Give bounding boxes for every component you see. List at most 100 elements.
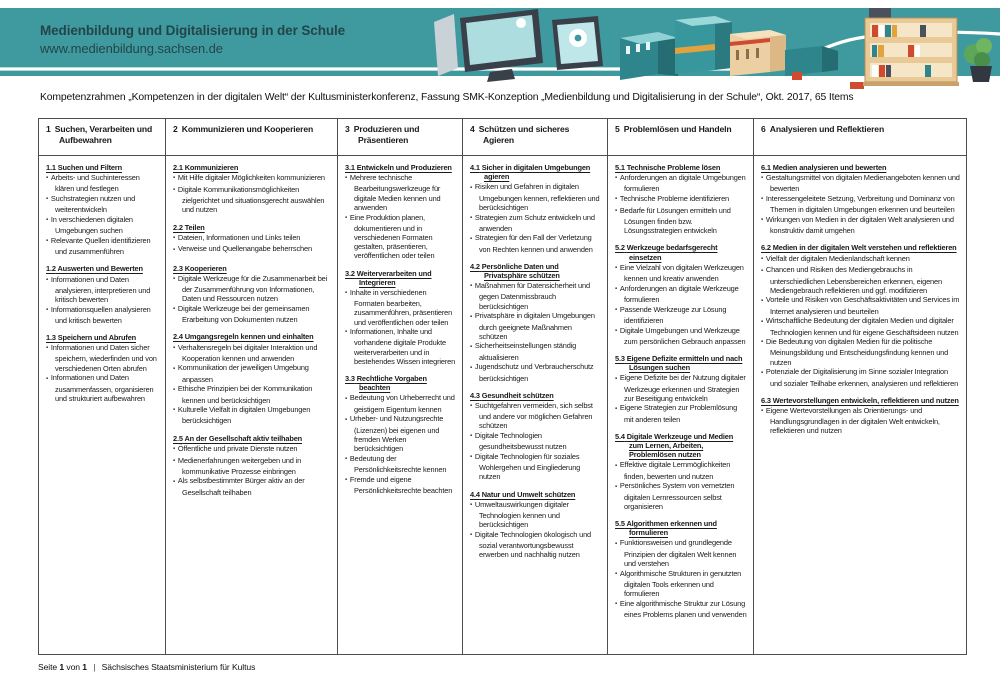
competency-item: Als selbstbestimmter Bürger aktiv an der… — [173, 476, 331, 496]
competency-item: Vorteile und Risiken von Geschäftsaktivi… — [761, 295, 960, 315]
competency-item: Bedeutung von Urheberrecht und geistigem… — [345, 393, 456, 413]
competency-item-list: Arbeits- und Suchinteressen klären und f… — [46, 173, 159, 256]
competency-column-5: 5 Problemlösen und Handeln 5.1 Technische… — [608, 119, 754, 654]
section-title: Entwickeln und Produzieren — [356, 163, 452, 172]
competency-item: Suchtgefahren vermeiden, sich selbst und… — [470, 401, 601, 431]
competency-item: Wirtschaftliche Bedeutung der digitalen … — [761, 316, 960, 336]
section-2.5: 2.5 An der Gesellschaft aktiv teilhabenÖ… — [173, 434, 331, 497]
column-title: Suchen, Verarbeiten und Aufbewahren — [54, 124, 153, 145]
competency-item: Digitale Kommunikationsmöglichkeiten zie… — [173, 185, 331, 215]
competency-table: 1 Suchen, Verarbeiten und Aufbewahren 1.1… — [38, 118, 967, 655]
section-title: Kommunizieren — [184, 163, 239, 172]
section-heading: 2.5 An der Gesellschaft aktiv teilhaben — [173, 434, 331, 443]
competency-item: Arbeits- und Suchinteressen klären und f… — [46, 173, 159, 193]
competency-column-4: 4 Schützen und sicheres Agieren 4.1 Siche… — [463, 119, 608, 654]
competency-item: Inhalte in verschiedenen Formaten bearbe… — [345, 288, 456, 327]
section-title: Werkzeuge bedarfsgerecht einsetzen — [626, 243, 718, 262]
competency-item: Digitale Technologien gesundheitsbewusst… — [470, 431, 601, 451]
competency-item: Eigene Wertevorstellungen als Orientieru… — [761, 406, 960, 436]
column-body: 1.1 Suchen und FilternArbeits- und Suchi… — [39, 156, 165, 654]
competency-item-list: Eigene Wertevorstellungen als Orientieru… — [761, 406, 960, 436]
competency-item: Anforderungen an digitale Umgebungen for… — [615, 173, 747, 193]
site-url: www.medienbildung.sachsen.de — [40, 41, 223, 56]
section-title: Medien in der digitalen Welt verstehen u… — [772, 243, 957, 253]
competency-item-list: Öffentliche und private Dienste nutzenMe… — [173, 444, 331, 497]
section-3.2: 3.2 Weiterverarbeiten und IntegrierenInh… — [345, 269, 456, 367]
column-header: 4 Schützen und sicheres Agieren — [463, 119, 607, 156]
section-number: 1.1 — [46, 163, 56, 172]
competency-item: Privatsphäre in digitalen Umgebungen dur… — [470, 311, 601, 341]
section-title: An der Gesellschaft aktiv teilhaben — [184, 433, 303, 443]
header-text-block: Medienbildung und Digitalisierung in der… — [40, 22, 345, 58]
section-5.4: 5.4 Digitale Werkzeuge und Medien zum Le… — [615, 432, 747, 511]
competency-item: Verhaltensregeln bei digitaler Interakti… — [173, 343, 331, 363]
competency-column-1: 1 Suchen, Verarbeiten und Aufbewahren 1.1… — [39, 119, 166, 654]
competency-item-list: Gestaltungsmittel von digitalen Medienan… — [761, 173, 960, 235]
competency-item: Sicherheitseinstellungen ständig aktuali… — [470, 341, 601, 361]
competency-item-list: Informationen und Daten sicher speichern… — [46, 343, 159, 403]
competency-item: Funktionsweisen und grundlegende Prinzip… — [615, 538, 747, 568]
section-number: 6.3 — [761, 395, 771, 405]
competency-column-3: 3 Produzieren und Präsentieren 3.1 Entwic… — [338, 119, 463, 654]
competency-item: Relevante Quellen identifizieren und zus… — [46, 236, 159, 256]
section-title: Kooperieren — [184, 263, 227, 273]
competency-item-list: Verhaltensregeln bei digitaler Interakti… — [173, 343, 331, 426]
section-heading: 4.1 Sicher in digitalen Umgebungen agier… — [470, 163, 601, 181]
competency-item: Fremde und eigene Persönlichkeitsrechte … — [345, 475, 456, 495]
section-number: 1.3 — [46, 333, 56, 343]
competency-item: Passende Werkzeuge zur Lösung identifizi… — [615, 305, 747, 325]
section-heading: 4.3 Gesundheit schützen — [470, 391, 601, 400]
section-heading: 2.3 Kooperieren — [173, 264, 331, 273]
document-subtitle: Kompetenzrahmen „Kompetenzen in der digi… — [40, 92, 854, 103]
competency-item: Informationen, Inhalte und vorhandene di… — [345, 327, 456, 366]
section-number: 6.1 — [761, 163, 771, 172]
section-6.2: 6.2 Medien in der digitalen Welt versteh… — [761, 243, 960, 387]
section-title: Natur und Umwelt schützen — [481, 489, 576, 499]
section-4.3: 4.3 Gesundheit schützenSuchtgefahren ver… — [470, 391, 601, 482]
section-heading: 5.4 Digitale Werkzeuge und Medien zum Le… — [615, 432, 747, 460]
column-body: 3.1 Entwickeln und ProduzierenMehrere te… — [338, 156, 462, 654]
competency-item: Ethische Prinzipien bei der Kommunikatio… — [173, 384, 331, 404]
competency-item: Effektive digitale Lernmöglichkeiten fin… — [615, 460, 747, 480]
column-body: 4.1 Sicher in digitalen Umgebungen agier… — [463, 156, 607, 654]
competency-item: Die Bedeutung von digitalen Medien für d… — [761, 337, 960, 367]
competency-item-list: Funktionsweisen und grundlegende Prinzip… — [615, 538, 747, 619]
competency-item-list: Suchtgefahren vermeiden, sich selbst und… — [470, 401, 601, 482]
competency-item: Gestaltungsmittel von digitalen Medienan… — [761, 173, 960, 193]
section-heading: 4.4 Natur und Umwelt schützen — [470, 490, 601, 499]
section-1.1: 1.1 Suchen und FilternArbeits- und Suchi… — [46, 163, 159, 256]
competency-item: Eigene Strategien zur Problemlösung mit … — [615, 403, 747, 423]
competency-item: Risiken und Gefahren in digitalen Umgebu… — [470, 182, 601, 212]
competency-item: Eine Produktion planen, dokumentieren un… — [345, 213, 456, 261]
section-number: 3.2 — [345, 268, 355, 278]
competency-item: Öffentliche und private Dienste nutzen — [173, 444, 331, 455]
competency-item-list: Effektive digitale Lernmöglichkeiten fin… — [615, 460, 747, 511]
column-number: 5 — [615, 124, 620, 134]
column-body: 6.1 Medien analysieren und bewertenGesta… — [754, 156, 966, 654]
column-number: 2 — [173, 124, 178, 134]
column-title: Analysieren und Reflektieren — [769, 124, 885, 134]
section-heading: 3.2 Weiterverarbeiten und Integrieren — [345, 269, 456, 287]
competency-column-2: 2 Kommunizieren und Kooperieren 2.1 Kommu… — [166, 119, 338, 654]
competency-item-list: Mehrere technische Bearbeitungswerkzeuge… — [345, 173, 456, 260]
section-number: 2.2 — [173, 222, 183, 232]
competency-item: Wirkungen von Medien in der digitalen We… — [761, 215, 960, 235]
competency-item: Strategien für den Fall der Verletzung v… — [470, 233, 601, 253]
section-heading: 6.1 Medien analysieren und bewerten — [761, 163, 960, 172]
column-header: 2 Kommunizieren und Kooperieren — [166, 119, 337, 156]
section-heading: 2.2 Teilen — [173, 223, 331, 232]
column-title: Problemlösen und Handeln — [623, 124, 732, 134]
section-title: Persönliche Daten und Privatsphäre schüt… — [481, 261, 560, 281]
competency-item: Kulturelle Vielfalt in digitalen Umgebun… — [173, 405, 331, 425]
section-number: 4.3 — [470, 390, 480, 400]
footer-page-label: Seite — [38, 662, 58, 672]
competency-item: Digitale Umgebungen und Werkzeuge zum pe… — [615, 326, 747, 346]
footer-organization: Sächsisches Staatsministerium für Kultus — [101, 662, 256, 672]
section-5.3: 5.3 Eigene Defizite ermitteln und nach L… — [615, 354, 747, 424]
section-title: Weiterverarbeiten und Integrieren — [356, 268, 432, 287]
section-heading: 5.1 Technische Probleme lösen — [615, 163, 747, 172]
section-number: 3.1 — [345, 163, 355, 172]
section-number: 4.2 — [470, 261, 480, 271]
competency-item-list: Inhalte in verschiedenen Formaten bearbe… — [345, 288, 456, 366]
section-number: 2.4 — [173, 332, 183, 342]
